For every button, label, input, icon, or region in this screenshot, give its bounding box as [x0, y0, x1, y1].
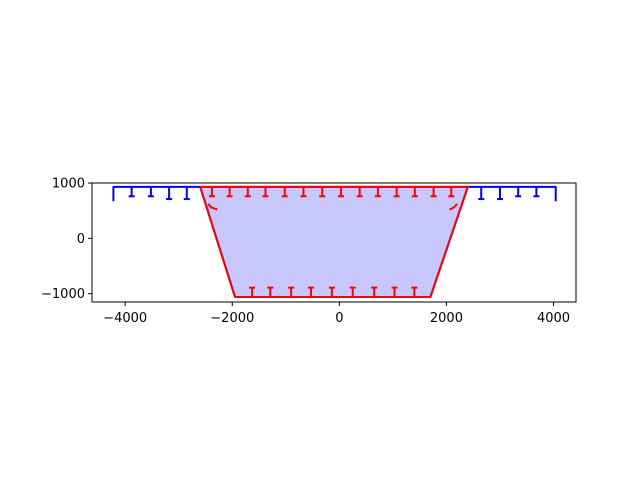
bar-mark-2-2 — [288, 286, 295, 298]
bar-mark-1-7 — [337, 186, 344, 198]
bar-mark-1-4 — [281, 186, 288, 198]
x-tick-label-1: −2000 — [210, 311, 254, 326]
bar-mark-1-2 — [244, 186, 251, 198]
y-tick-label-1: 0 — [77, 232, 85, 247]
bar-mark-1-3 — [262, 186, 269, 198]
bar-mark-1-11 — [411, 186, 418, 198]
bar-mark-1-8 — [356, 186, 363, 198]
y-tick-label-0: −1000 — [41, 287, 85, 302]
bar-mark-2-1 — [267, 286, 274, 298]
bar-mark-1-0 — [208, 186, 215, 198]
bar-mark-0-5 — [496, 186, 503, 201]
slope-mark-1 — [449, 203, 458, 211]
bar-mark-2-7 — [391, 286, 398, 298]
bar-mark-1-1 — [226, 186, 233, 198]
bar-mark-0-3 — [183, 186, 190, 201]
bar-mark-0-2 — [166, 186, 173, 201]
bar-mark-1-5 — [300, 186, 307, 198]
x-tick-label-2: 0 — [335, 311, 343, 326]
bar-mark-2-4 — [328, 286, 335, 298]
y-axis: −1000 0 1000 — [41, 177, 92, 302]
x-tick-label-4: 4000 — [537, 311, 570, 326]
axes-frame — [91, 182, 577, 303]
bar-mark-1-6 — [319, 186, 326, 198]
x-tick-label-3: 2000 — [430, 311, 463, 326]
bar-mark-1-9 — [374, 186, 381, 198]
bar-mark-1-12 — [430, 186, 437, 198]
bar-mark-0-6 — [515, 186, 522, 198]
bar-mark-2-6 — [371, 286, 378, 298]
bar-mark-0-4 — [478, 186, 485, 201]
bar-mark-0-0 — [128, 186, 135, 198]
bar-mark-0-1 — [147, 186, 154, 198]
section-fill — [200, 186, 468, 297]
plot-area — [112, 185, 557, 298]
bar-mark-2-3 — [307, 286, 314, 298]
x-tick-label-0: −4000 — [103, 311, 147, 326]
bar-mark-2-0 — [249, 286, 256, 298]
bar-mark-1-10 — [393, 186, 400, 198]
bar-mark-1-13 — [448, 186, 455, 198]
slope-mark-0 — [207, 203, 218, 211]
bar-mark-2-8 — [411, 286, 418, 298]
y-tick-label-2: 1000 — [52, 177, 85, 192]
bar-mark-0-7 — [533, 186, 540, 198]
bar-mark-2-5 — [349, 286, 356, 298]
x-axis: −4000 −2000 0 2000 4000 — [103, 302, 570, 326]
